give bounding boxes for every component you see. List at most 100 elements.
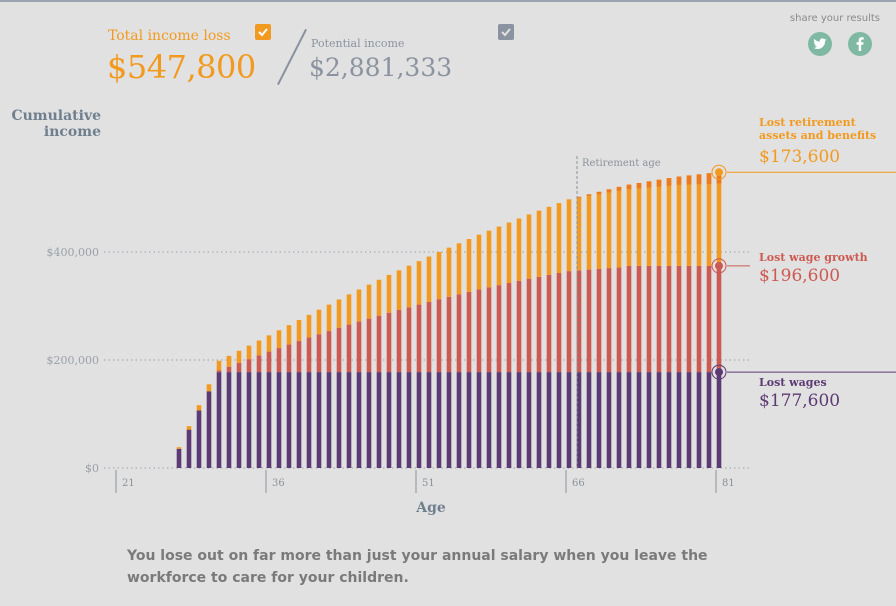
bar-segment <box>226 355 232 367</box>
bar-segment <box>676 372 682 468</box>
legend-retirement-value: $173,600 <box>759 147 841 167</box>
bar-segment <box>286 325 292 345</box>
bar-segment <box>346 294 352 325</box>
bar-segment <box>706 173 712 266</box>
bar-segment <box>696 174 702 185</box>
bar-segment <box>426 372 432 468</box>
bar-segment <box>176 448 182 468</box>
bar-segment <box>436 251 442 300</box>
bar-segment <box>216 370 222 373</box>
bar-segment <box>196 410 202 468</box>
bar-segment <box>426 301 432 373</box>
bar-segment <box>246 372 252 468</box>
bar-segment <box>636 265 642 373</box>
legend-wages-value: $177,600 <box>759 391 841 411</box>
bar-segment <box>206 384 212 392</box>
bar-segment <box>656 179 662 266</box>
bar-segment <box>206 391 212 468</box>
bar-segment <box>306 337 312 373</box>
bar-segment <box>416 372 422 468</box>
bar-segment <box>456 243 462 295</box>
bar-segment <box>236 362 242 373</box>
bar-segment <box>656 265 662 373</box>
bar-segment <box>576 372 582 468</box>
bar-segment <box>266 351 272 373</box>
bar-segment <box>526 214 532 279</box>
bar-segment <box>356 321 362 373</box>
bar-segment <box>486 287 492 373</box>
bar-segment <box>566 199 572 272</box>
bar-segment <box>676 265 682 373</box>
bar-segment <box>666 372 672 468</box>
potential-income-checkbox[interactable] <box>498 24 514 40</box>
bar-segment <box>596 191 602 195</box>
retirement-age-label: Retirement age <box>582 158 661 169</box>
bar-segment <box>576 270 582 373</box>
bar-segment <box>596 268 602 373</box>
bar-segment <box>476 234 482 290</box>
bar-segment <box>666 265 672 373</box>
x-tick-label: 36 <box>272 478 285 489</box>
bar-segment <box>696 174 702 266</box>
bar-segment <box>706 372 712 468</box>
legend-wage-growth-value: $196,600 <box>759 266 841 286</box>
bar-segment <box>686 265 692 373</box>
bar-segment <box>356 372 362 468</box>
bar-segment <box>186 429 192 468</box>
bar-segment <box>506 282 512 373</box>
bar-segment <box>446 372 452 468</box>
bar-segment <box>576 196 582 198</box>
bar-segment <box>696 372 702 468</box>
total-income-loss-checkbox[interactable] <box>255 24 271 40</box>
bar-segment <box>216 372 222 468</box>
bar-segment <box>276 330 282 349</box>
bar-segment <box>496 285 502 373</box>
bar-segment <box>566 271 572 373</box>
bar-segment <box>376 372 382 468</box>
bar-segment <box>386 372 392 468</box>
bar-segment <box>306 372 312 468</box>
bar-segment <box>626 372 632 468</box>
bar-segment <box>176 447 182 449</box>
marker-wage-growth-dot <box>715 261 723 270</box>
bar-segment <box>536 372 542 468</box>
bar-segment <box>646 372 652 468</box>
bar-segment <box>646 181 652 266</box>
bar-segment <box>406 307 412 373</box>
bar-segment <box>276 348 282 373</box>
bar-segment <box>666 178 672 186</box>
bar-segment <box>516 218 522 281</box>
bar-segment <box>366 284 372 319</box>
bar-segment <box>386 312 392 373</box>
bar-segment <box>236 350 242 363</box>
bar-segment <box>296 372 302 468</box>
facebook-button[interactable] <box>848 32 872 56</box>
legend-wages-label: Lost wages <box>759 376 827 389</box>
marker-wages-dot <box>715 368 723 377</box>
y-axis-label: Cumulative income <box>11 108 101 140</box>
bar-segment <box>636 372 642 468</box>
bar-segment <box>286 344 292 373</box>
bar-segment <box>376 315 382 373</box>
bar-segment <box>576 196 582 271</box>
potential-income-label: Potential income <box>311 37 405 50</box>
bar-segment <box>636 182 642 266</box>
bar-segment <box>706 265 712 373</box>
bar-segment <box>406 372 412 468</box>
twitter-button[interactable] <box>808 32 832 56</box>
bar-segment <box>616 267 622 373</box>
total-income-loss-value: $547,800 <box>107 48 256 86</box>
bar-segment <box>526 278 532 373</box>
bar-segment <box>556 273 562 373</box>
bar-segment <box>386 274 392 313</box>
bar-segment <box>616 186 622 191</box>
bar-segment <box>686 175 692 266</box>
bar-segment <box>446 296 452 373</box>
bar-segment <box>246 359 252 373</box>
bar-segment <box>716 172 722 266</box>
bar-segment <box>246 345 252 360</box>
bar-segment <box>586 194 592 270</box>
bar-segment <box>606 189 612 193</box>
bar-segment <box>556 372 562 468</box>
bar-segment <box>406 265 412 308</box>
